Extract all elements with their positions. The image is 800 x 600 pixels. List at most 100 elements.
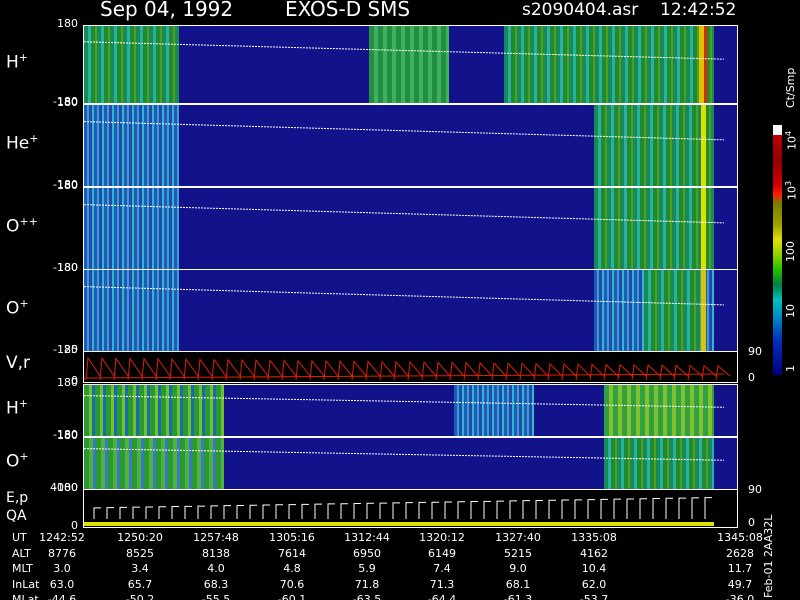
ephemeris-label: MLat: [12, 593, 39, 600]
right-tick-label: 0: [748, 371, 755, 384]
spectrogram-block: [84, 438, 224, 489]
panel-label: He+: [6, 132, 38, 154]
ephemeris-value: 4.8: [283, 562, 301, 575]
overlay: [84, 121, 725, 141]
overlay: [84, 448, 725, 461]
colorbar-label: 1: [784, 365, 797, 372]
panel-charge: +: [29, 131, 39, 145]
ephemeris-value: 9.0: [509, 562, 527, 575]
tick-label: 180: [57, 179, 78, 192]
spectrogram-block: [644, 270, 704, 351]
ephemeris-value: 8138: [202, 546, 230, 560]
tick-label: 180: [57, 376, 78, 389]
ephemeris-value: -55.5: [201, 593, 231, 600]
spectrogram-block: [699, 26, 705, 103]
ephemeris-value: 7614: [278, 546, 306, 560]
ephemeris-value: -44.6: [47, 593, 77, 600]
colorbar-label: 103: [784, 181, 799, 200]
tick-label: -180: [53, 343, 78, 356]
tick-label: 0: [71, 374, 78, 387]
spectrogram-block: [369, 26, 449, 103]
panel-label: V,r: [6, 353, 30, 373]
tick-label: 180: [57, 429, 78, 442]
ephemeris-value: 8776: [48, 546, 76, 560]
overlay: [84, 356, 731, 381]
panel: [83, 384, 738, 437]
panel-charge: +: [18, 396, 29, 410]
panel-name: O: [6, 451, 20, 472]
tick-label: -180: [53, 261, 78, 274]
ephemeris-value: 1345:08: [717, 531, 763, 544]
panel-charge: +: [19, 296, 29, 310]
spectrogram-block: [84, 105, 179, 186]
panel: [83, 351, 738, 383]
spectrogram-block: [704, 26, 707, 103]
ephemeris-value: 1327:40: [495, 531, 541, 544]
colorbar-base: 10: [785, 186, 799, 200]
tick-label: 25: [64, 343, 78, 356]
tick-label: -180: [53, 95, 78, 108]
spectrogram-block: [604, 438, 714, 489]
ephemeris-value: 1335:08: [571, 531, 617, 544]
ephemeris-value: -61.3: [503, 593, 533, 600]
ephemeris-value: 1257:48: [193, 531, 239, 544]
spectrogram-block: [594, 188, 714, 269]
file: s2090404.asr: [522, 0, 639, 20]
ephemeris-value: 11.7: [727, 562, 753, 575]
tick-label: -180: [53, 428, 78, 441]
tick-label: -180: [53, 481, 78, 494]
ephemeris-value: 71.3: [429, 577, 455, 591]
panel: [83, 489, 738, 528]
panel-label: O+: [6, 297, 29, 319]
panel: [83, 187, 738, 270]
ephemeris-value: -36.0: [725, 593, 755, 600]
panel-name: O: [6, 298, 20, 319]
right-tick-label: 90: [748, 345, 762, 358]
ephemeris-value: 4.0: [207, 562, 225, 575]
spectrogram-block: [701, 188, 706, 269]
ephemeris-value: 3.0: [53, 562, 71, 575]
ephemeris-value: 49.7: [727, 577, 753, 591]
right-tick-label: 90: [748, 483, 762, 496]
ephemeris-value: -53.7: [579, 593, 609, 600]
ephemeris-value: 1242:52: [39, 531, 85, 544]
panel: [83, 104, 738, 187]
panel: [83, 437, 738, 490]
ephemeris-value: 6950: [353, 546, 381, 560]
ephemeris-value: 6149: [428, 546, 456, 560]
spectrogram-block: [701, 105, 706, 186]
ephemeris-value: 5.9: [358, 562, 376, 575]
panel-name: O: [6, 216, 20, 237]
panel: [83, 269, 738, 352]
date: Sep 04, 1992: [100, 0, 234, 21]
ephemeris-value: -63.5: [352, 593, 382, 600]
ephemeris-value: 10.4: [581, 562, 607, 575]
colorbar-base: 10: [784, 304, 797, 318]
spectrogram-block: [454, 385, 534, 436]
right-tick-label: 0: [748, 516, 755, 529]
panel-label: H+: [6, 51, 28, 73]
spectrogram-block: [84, 188, 179, 269]
colorbar-unit: Ct/Smp: [784, 67, 797, 108]
footer: Feb-01 2AA32L: [762, 514, 775, 598]
spectrogram-block: [604, 385, 714, 436]
ephemeris-value: 1312:44: [344, 531, 390, 544]
ephemeris-value: -50.2: [125, 593, 155, 600]
time: 12:42:52: [660, 0, 737, 20]
ephemeris-value: 68.3: [203, 577, 229, 591]
overlay: [84, 497, 714, 526]
ephemeris-label: UT: [12, 531, 27, 544]
panel-label: O++: [6, 215, 38, 237]
tick-label: 180: [57, 17, 78, 30]
ephemeris-label: MLT: [12, 562, 33, 575]
panel-charge: ++: [19, 214, 38, 228]
panel-name: H: [6, 52, 19, 73]
panel-name: He: [6, 133, 30, 154]
ephemeris-value: 4162: [580, 546, 608, 560]
ephemeris-value: 68.1: [505, 577, 531, 591]
panel-charge: +: [19, 449, 29, 463]
panel: [83, 25, 738, 104]
colorbar-label: 104: [784, 131, 799, 150]
tick-label: 4000: [50, 481, 78, 494]
panel-charge: +: [18, 50, 29, 64]
